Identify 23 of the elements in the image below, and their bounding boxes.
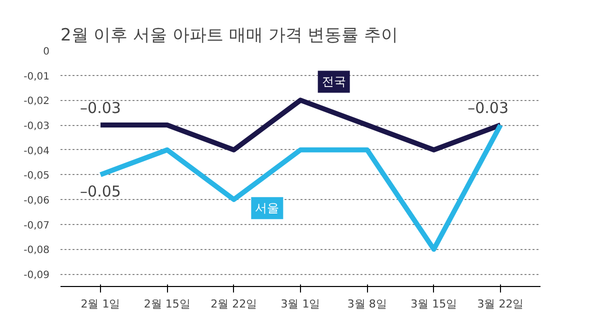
x-tick-label: 3월 1일: [280, 298, 320, 310]
y-tick-label: 0: [43, 46, 50, 58]
y-tick-label: -0,01: [24, 71, 50, 82]
y-tick-label: -0,08: [24, 245, 50, 256]
x-tick-label: 2월 22일: [210, 298, 258, 310]
data-label: –0.05: [80, 182, 121, 201]
series-label: 서울: [255, 201, 280, 216]
x-tick-label: 3월 22일: [477, 298, 524, 310]
y-tick-label: -0,09: [24, 270, 50, 282]
y-tick-label: -0,04: [24, 146, 50, 157]
y-tick-label: -0,02: [24, 96, 50, 108]
y-tick-label: -0,05: [24, 170, 50, 182]
series-label: 전국: [322, 74, 346, 89]
y-tick-label: -0,06: [24, 196, 50, 207]
x-tick-label: 2월 15일: [144, 298, 190, 310]
x-tick-label: 3월 15일: [410, 298, 458, 310]
x-tick-label: 3월 8일: [347, 298, 387, 310]
x-tick-label: 2월 1일: [80, 298, 120, 310]
chart-title: 2월 이후 서울 아파트 매매 가격 변동률 추이: [60, 26, 398, 46]
data-label: –0.03: [80, 99, 121, 118]
data-label: –0.03: [468, 99, 509, 118]
y-tick-label: -0,07: [24, 220, 50, 232]
y-tick-label: -0,03: [24, 121, 50, 132]
